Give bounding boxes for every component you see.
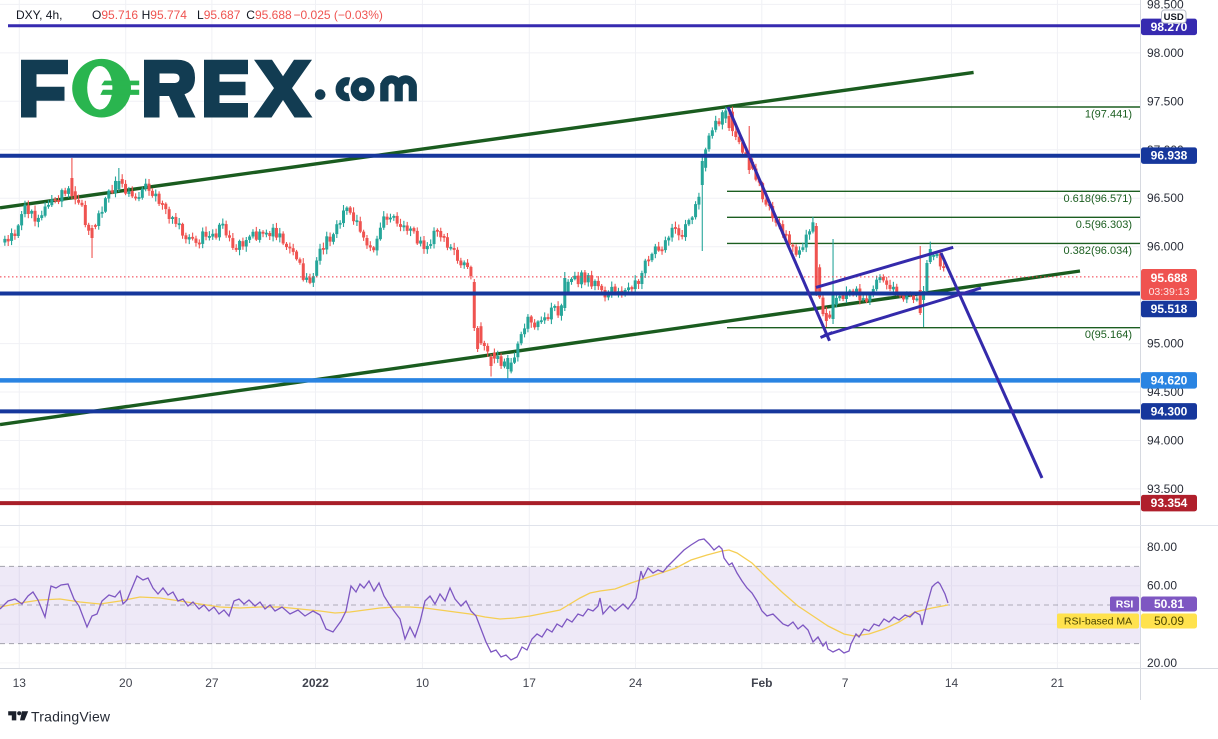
svg-text:0.5(96.303): 0.5(96.303) [1076,219,1132,231]
svg-text:H95.774: H95.774 [142,8,188,22]
svg-text:50.09: 50.09 [1154,614,1184,628]
svg-text:17: 17 [523,676,537,690]
svg-text:95.518: 95.518 [1151,302,1188,316]
svg-text:20: 20 [119,676,133,690]
svg-text:0(95.164): 0(95.164) [1085,329,1132,341]
svg-text:O95.716: O95.716 [92,8,138,22]
svg-text:80.00: 80.00 [1147,540,1177,554]
svg-text:USD: USD [1164,12,1184,23]
svg-text:03:39:13: 03:39:13 [1149,286,1190,298]
svg-text:98.000: 98.000 [1147,46,1184,60]
svg-text:94.300: 94.300 [1151,404,1188,418]
svg-text:96.938: 96.938 [1151,149,1188,163]
svg-text:60.00: 60.00 [1147,579,1177,593]
svg-text:96.500: 96.500 [1147,191,1184,205]
svg-text:L95.687: L95.687 [197,8,241,22]
svg-text:27: 27 [205,676,219,690]
svg-text:C95.688: C95.688 [246,8,292,22]
svg-text:10: 10 [416,676,430,690]
svg-text:0.618(96.571): 0.618(96.571) [1064,193,1133,205]
svg-text:98.500: 98.500 [1147,0,1184,11]
svg-text:95.000: 95.000 [1147,337,1184,351]
svg-text:DXY, 4h,: DXY, 4h, [16,8,62,22]
svg-text:7: 7 [842,676,849,690]
svg-text:50.81: 50.81 [1154,597,1184,611]
svg-text:TradingView: TradingView [31,709,111,725]
svg-text:93.354: 93.354 [1151,496,1188,510]
svg-text:97.500: 97.500 [1147,94,1184,108]
svg-text:0.382(96.034): 0.382(96.034) [1064,245,1133,257]
svg-text:94.000: 94.000 [1147,434,1184,448]
svg-text:14: 14 [945,676,959,690]
svg-text:13: 13 [13,676,27,690]
svg-text:24: 24 [629,676,643,690]
svg-text:96.000: 96.000 [1147,240,1184,254]
svg-text:93.500: 93.500 [1147,482,1184,496]
svg-text:1(97.441): 1(97.441) [1085,109,1132,121]
svg-text:20.00: 20.00 [1147,656,1177,670]
svg-text:95.688: 95.688 [1151,271,1188,285]
svg-text:2022: 2022 [302,676,329,690]
svg-text:RSI-based MA: RSI-based MA [1064,616,1132,628]
svg-text:Feb: Feb [751,676,772,690]
svg-text:RSI: RSI [1116,599,1134,611]
svg-text:−0.025 (−0.03%): −0.025 (−0.03%) [294,8,383,22]
svg-text:94.620: 94.620 [1151,373,1188,387]
svg-text:21: 21 [1051,676,1065,690]
